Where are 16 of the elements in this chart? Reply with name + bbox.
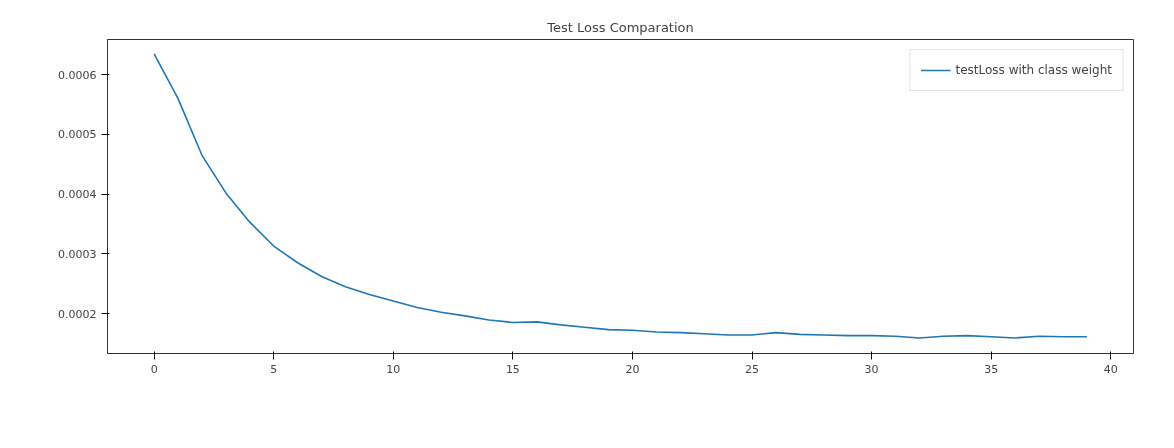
y-tick-label: 0.0005 [58,128,97,142]
x-tick-label: 10 [386,362,401,376]
x-tick-label: 40 [1103,362,1118,376]
x-tick-label: 0 [150,362,158,376]
x-tick-label: 5 [270,362,278,376]
x-tick-label: 30 [864,362,879,376]
y-tick-label: 0.0004 [58,188,97,202]
x-tick-label: 25 [745,362,760,376]
y-tick-label: 0.0003 [58,247,97,261]
legend-label: testLoss with class weight [955,63,1112,77]
y-tick-label: 0.0006 [58,68,97,82]
y-tick-label: 0.0002 [58,307,97,321]
x-tick-label: 35 [984,362,999,376]
x-tick-label: 20 [625,362,640,376]
chart-title: Test Loss Comparation [546,19,694,35]
x-tick-label: 15 [505,362,520,376]
